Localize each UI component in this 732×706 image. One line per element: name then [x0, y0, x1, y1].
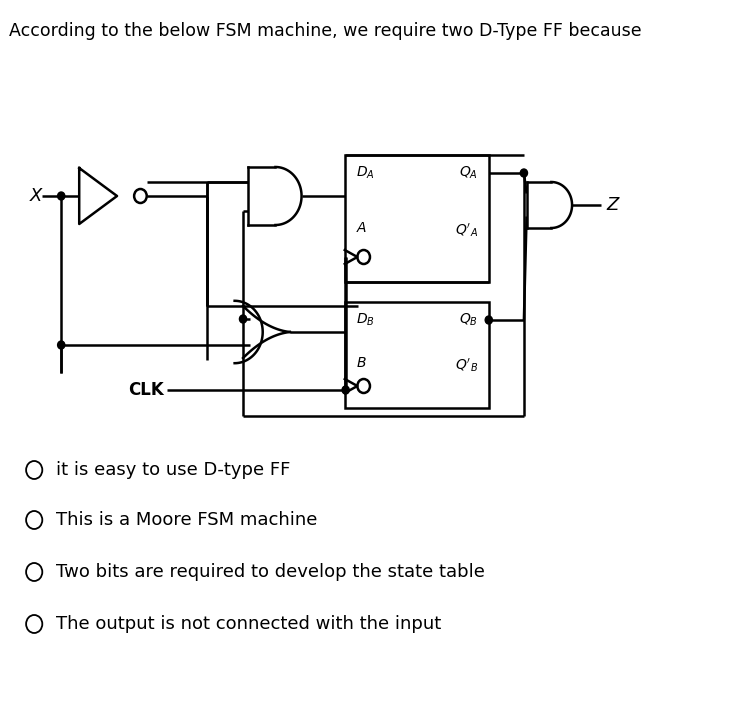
Text: The output is not connected with the input: The output is not connected with the inp…: [56, 615, 441, 633]
Circle shape: [520, 169, 528, 177]
Bar: [345, 155, 489, 282]
Text: $X$: $X$: [29, 187, 44, 205]
Text: $B$: $B$: [356, 356, 366, 370]
Text: Two bits are required to develop the state table: Two bits are required to develop the sta…: [56, 563, 485, 581]
Text: $Q_A$: $Q_A$: [459, 164, 478, 181]
Circle shape: [239, 315, 247, 323]
Text: $Q'_A$: $Q'_A$: [455, 222, 478, 239]
Text: CLK: CLK: [128, 381, 163, 399]
Text: it is easy to use D-type FF: it is easy to use D-type FF: [56, 461, 290, 479]
Text: This is a Moore FSM machine: This is a Moore FSM machine: [56, 511, 317, 529]
Circle shape: [485, 316, 493, 324]
Text: $A$: $A$: [356, 222, 367, 236]
Circle shape: [58, 192, 65, 200]
Circle shape: [342, 386, 349, 394]
Text: $D_A$: $D_A$: [356, 164, 374, 181]
Text: $Q'_B$: $Q'_B$: [455, 357, 478, 373]
Bar: [345, 302, 489, 408]
Text: $Z$: $Z$: [606, 196, 621, 214]
Text: $D_B$: $D_B$: [356, 312, 374, 328]
Circle shape: [58, 341, 65, 349]
Text: According to the below FSM machine, we require two D-Type FF because: According to the below FSM machine, we r…: [9, 22, 642, 40]
Text: $Q_B$: $Q_B$: [459, 312, 478, 328]
